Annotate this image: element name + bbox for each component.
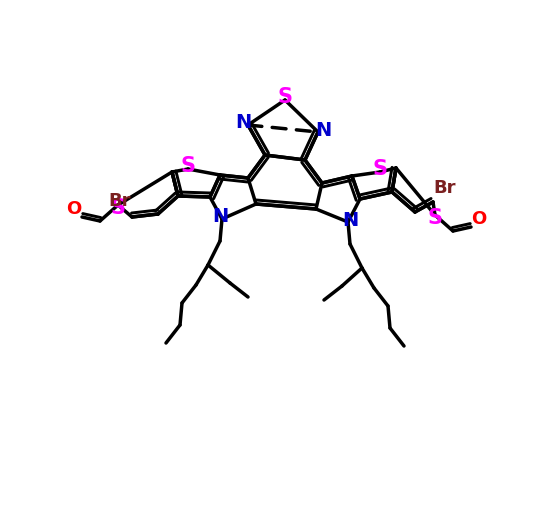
Text: O: O [67, 200, 82, 218]
Text: S: S [181, 156, 196, 176]
Text: O: O [471, 210, 487, 228]
Text: Br: Br [109, 192, 131, 210]
Text: S: S [373, 159, 387, 179]
Text: N: N [315, 121, 331, 139]
Text: S: S [110, 198, 125, 218]
Text: S: S [278, 87, 293, 107]
Text: Br: Br [434, 179, 456, 197]
Text: N: N [342, 211, 358, 229]
Text: N: N [235, 113, 251, 132]
Text: S: S [427, 208, 442, 228]
Text: N: N [212, 207, 228, 227]
